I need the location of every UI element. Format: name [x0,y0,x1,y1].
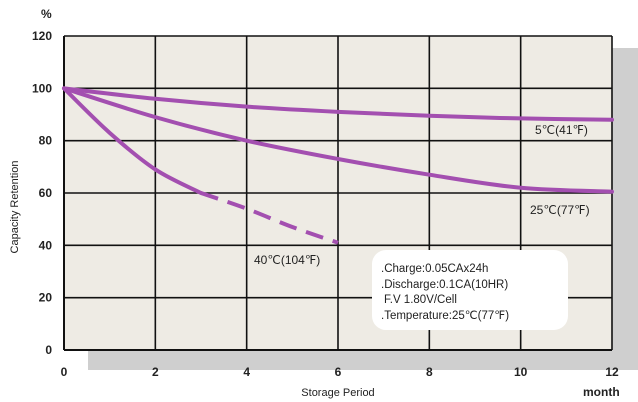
x-tick-label: 10 [514,365,528,379]
series-label-25c: 25℃(77℉) [530,203,590,217]
y-axis-label: Capacity Retention [9,161,21,254]
x-tick-label: 6 [335,365,342,379]
x-unit-label: month [583,385,620,399]
series-lines [62,86,614,245]
y-tick-label: 20 [39,291,53,305]
tick-labels: 0 20 40 60 80 100 120 0 2 4 6 8 10 12 [32,29,619,379]
x-axis-label: Storage Period [301,387,374,399]
series-label-5c: 5℃(41℉) [535,123,588,137]
x-tick-label: 2 [152,365,159,379]
y-tick-label: 40 [39,238,53,252]
y-tick-label: 80 [39,134,53,148]
y-tick-label: 120 [32,29,52,43]
x-tick-label: 8 [426,365,433,379]
test-conditions-bg [372,250,568,330]
y-tick-label: 0 [45,343,52,357]
note-charge: .Charge:0.05CAx24h [381,263,488,275]
series-line-2-dashed [200,191,339,245]
series-line-1 [62,86,614,194]
note-temperature: .Temperature:25℃(77℉) [381,310,509,322]
y-unit-label: % [41,7,52,21]
x-tick-label: 12 [605,365,619,379]
grid-lines [63,35,613,351]
y-tick-label: 100 [32,81,52,95]
test-conditions-box: .Charge:0.05CAx24h .Discharge:0.1CA(10HR… [372,250,568,330]
note-discharge: .Discharge:0.1CA(10HR) [381,279,508,291]
series-line-2-solid [62,86,203,195]
series-label-40c: 40℃(104℉) [254,253,320,267]
note-final-voltage: F.V 1.80V/Cell [384,294,457,306]
series-line-0 [62,86,614,122]
x-tick-label: 0 [61,365,68,379]
y-tick-label: 60 [39,186,53,200]
x-tick-label: 4 [243,365,250,379]
